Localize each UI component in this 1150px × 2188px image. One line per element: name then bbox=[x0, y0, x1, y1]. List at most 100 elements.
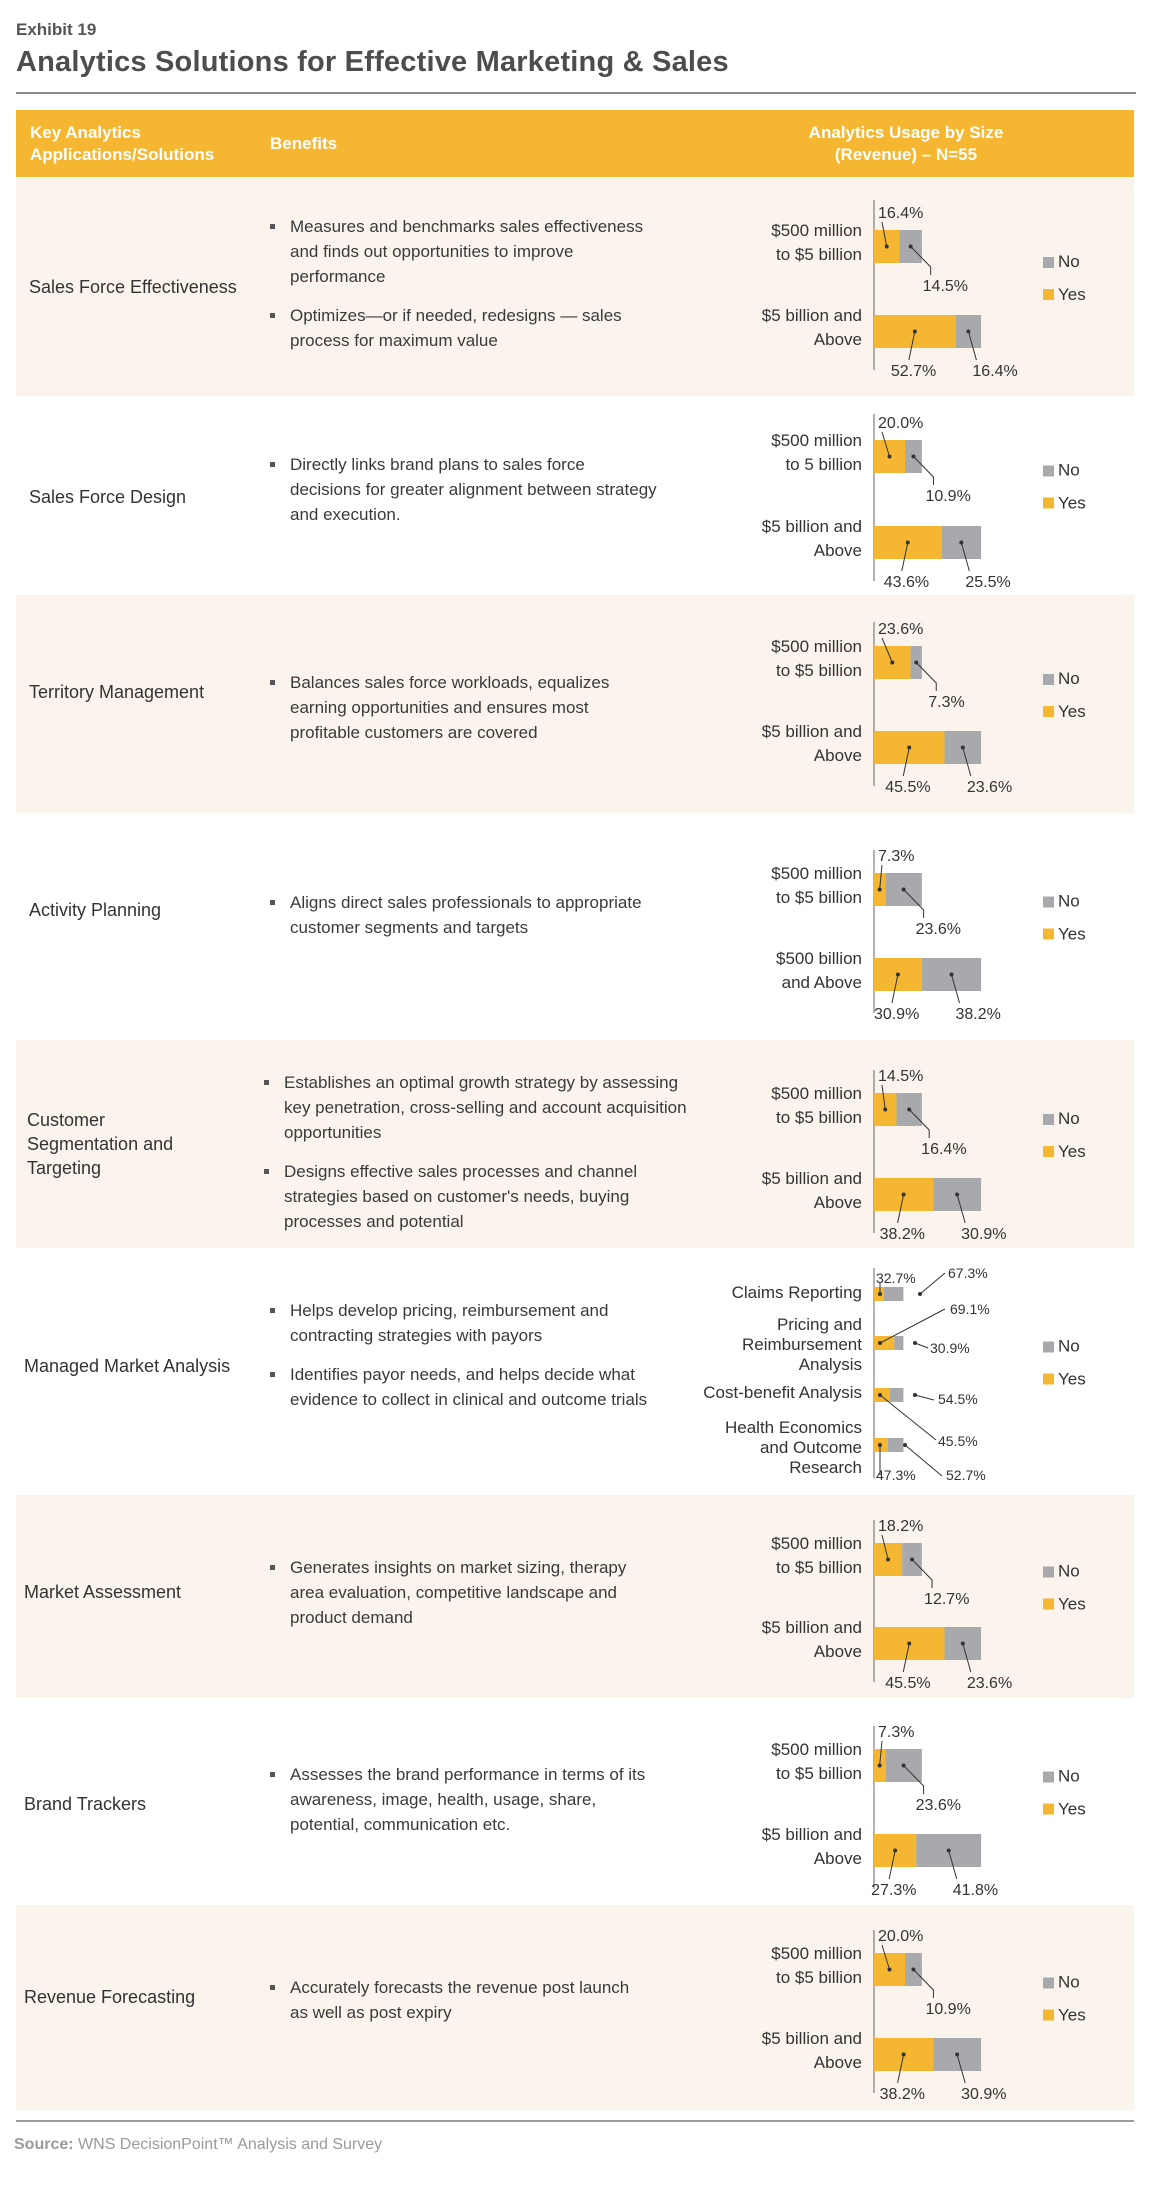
category-label: Reimbursement bbox=[742, 1335, 862, 1354]
leader-dot bbox=[907, 1641, 912, 1646]
category-label: $5 billion and bbox=[762, 517, 862, 536]
leader-line bbox=[902, 1643, 910, 1673]
application-name: Revenue Forecasting bbox=[24, 1987, 196, 2007]
exhibit-label: Exhibit 19 bbox=[16, 20, 97, 39]
category-label: to $5 billion bbox=[776, 661, 862, 680]
value-label-yes: 38.2% bbox=[880, 2086, 925, 2103]
leader-dot bbox=[901, 1192, 906, 1197]
legend-no-label: No bbox=[1058, 1562, 1080, 1581]
table-row bbox=[16, 595, 1134, 813]
leader-line bbox=[962, 1643, 972, 1673]
leader-line bbox=[903, 889, 925, 918]
leader-dot bbox=[877, 887, 882, 892]
leader-dot bbox=[895, 972, 900, 977]
benefit-item: Aligns direct sales professionals to app… bbox=[268, 890, 688, 940]
leader-dot bbox=[910, 1557, 915, 1562]
value-label-yes: 7.3% bbox=[878, 1724, 914, 1741]
leader-line bbox=[881, 637, 893, 663]
leader-dot bbox=[901, 2052, 906, 2057]
value-label-no: 12.7% bbox=[924, 1591, 969, 1608]
legend-yes-swatch bbox=[1043, 1598, 1054, 1610]
benefit-item: Optimizes—or if needed, redesigns — sale… bbox=[268, 303, 658, 353]
category-label: Claims Reporting bbox=[732, 1283, 862, 1302]
legend-no-label: No bbox=[1058, 252, 1080, 271]
leader-line bbox=[903, 1765, 925, 1794]
application-name: Activity Planning bbox=[29, 900, 162, 920]
leader-dot bbox=[878, 1341, 882, 1345]
table-header: Key Analytics Applications/Solutions Bene… bbox=[16, 110, 1134, 177]
header-applications-line: Applications/Solutions bbox=[30, 145, 215, 164]
value-label-yes: 14.5% bbox=[878, 1068, 923, 1085]
value-label-no: 45.5% bbox=[938, 1433, 978, 1449]
legend-no-swatch bbox=[1043, 465, 1054, 477]
leader-dot bbox=[946, 1848, 951, 1853]
leader-line bbox=[881, 1084, 886, 1110]
category-label: to $5 billion bbox=[776, 245, 862, 264]
legend-no-swatch bbox=[1043, 1977, 1054, 1989]
usage-chart: No Yes $500 million to 5 billion 20.0% 10.9% $… bbox=[762, 414, 1086, 591]
usage-chart: No Yes $500 million to $5 billion 7.3% 23.6% $… bbox=[771, 848, 1085, 1023]
benefits-list: Accurately forecasts the revenue post la… bbox=[268, 1975, 648, 2039]
leader-line bbox=[919, 1272, 946, 1295]
legend-no-swatch bbox=[1043, 1566, 1054, 1578]
leader-dot bbox=[908, 244, 913, 249]
category-label: to $5 billion bbox=[776, 1108, 862, 1127]
benefits-list: Establishes an optimal growth strategy b… bbox=[262, 1070, 702, 1248]
table-row bbox=[16, 178, 1134, 396]
category-label: Research bbox=[789, 1458, 862, 1477]
leader-line bbox=[951, 974, 960, 1004]
category-label: to $5 billion bbox=[776, 1558, 862, 1577]
legend-no-label: No bbox=[1058, 892, 1080, 911]
value-label-yes: 32.7% bbox=[876, 1270, 916, 1286]
benefit-item: Balances sales force workloads, equalize… bbox=[268, 670, 648, 745]
legend-yes-swatch bbox=[1043, 1373, 1054, 1385]
bar-yes bbox=[874, 1388, 891, 1402]
benefit-item: Measures and benchmarks sales effectiven… bbox=[268, 214, 658, 289]
value-label-no: 7.3% bbox=[928, 694, 964, 711]
category-label: $500 million bbox=[771, 637, 862, 656]
value-label-no: 16.4% bbox=[921, 1141, 966, 1158]
leader-dot bbox=[883, 1107, 888, 1112]
category-label: Above bbox=[814, 1849, 862, 1868]
bar-no bbox=[887, 1438, 904, 1452]
leader-line bbox=[910, 246, 932, 275]
legend-yes-label: Yes bbox=[1058, 1370, 1086, 1389]
category-label: $500 million bbox=[771, 864, 862, 883]
header-usage-line: Analytics Usage by Size bbox=[808, 123, 1004, 142]
leader-dot bbox=[887, 454, 892, 459]
leader-line bbox=[881, 1534, 889, 1560]
legend-no-swatch bbox=[1043, 257, 1054, 268]
footer-divider bbox=[16, 2120, 1134, 2122]
benefits-list: Helps develop pricing, reimbursement and… bbox=[268, 1298, 668, 1426]
value-label-yes: 52.7% bbox=[891, 363, 936, 380]
bar-no bbox=[894, 1336, 904, 1350]
benefit-item: Directly links brand plans to sales forc… bbox=[268, 452, 658, 527]
legend-no-swatch bbox=[1043, 1341, 1054, 1353]
source-note: Source: WNS DecisionPoint™ Analysis and … bbox=[14, 2136, 382, 2154]
leader-dot bbox=[911, 1967, 916, 1972]
value-label-yes: 45.5% bbox=[885, 1675, 930, 1692]
application-name: Sales Force Effectiveness bbox=[29, 277, 237, 297]
leader-line bbox=[879, 1740, 883, 1766]
value-label-yes: 18.2% bbox=[878, 1518, 923, 1535]
value-label-yes: 45.5% bbox=[885, 779, 930, 796]
leader-line bbox=[915, 662, 937, 691]
value-label-no: 38.2% bbox=[956, 1006, 1001, 1023]
category-label: to $5 billion bbox=[776, 1968, 862, 1987]
value-label-yes: 69.1% bbox=[950, 1301, 990, 1317]
title-divider bbox=[16, 92, 1136, 94]
category-label: $500 million bbox=[771, 1084, 862, 1103]
value-label-no: 23.6% bbox=[967, 779, 1012, 796]
source-label: Source: bbox=[14, 2136, 74, 2153]
leader-dot bbox=[905, 540, 910, 545]
source-text: WNS DecisionPoint™ Analysis and Survey bbox=[78, 2136, 383, 2153]
category-label: to $5 billion bbox=[776, 1764, 862, 1783]
legend-yes-swatch bbox=[1043, 289, 1054, 300]
value-label-no: 23.6% bbox=[916, 921, 961, 938]
category-label: Above bbox=[814, 2053, 862, 2072]
category-label: Above bbox=[814, 1642, 862, 1661]
benefit-item: Accurately forecasts the revenue post la… bbox=[268, 1975, 648, 2025]
leader-dot bbox=[960, 1641, 965, 1646]
legend-no-label: No bbox=[1058, 1337, 1080, 1356]
